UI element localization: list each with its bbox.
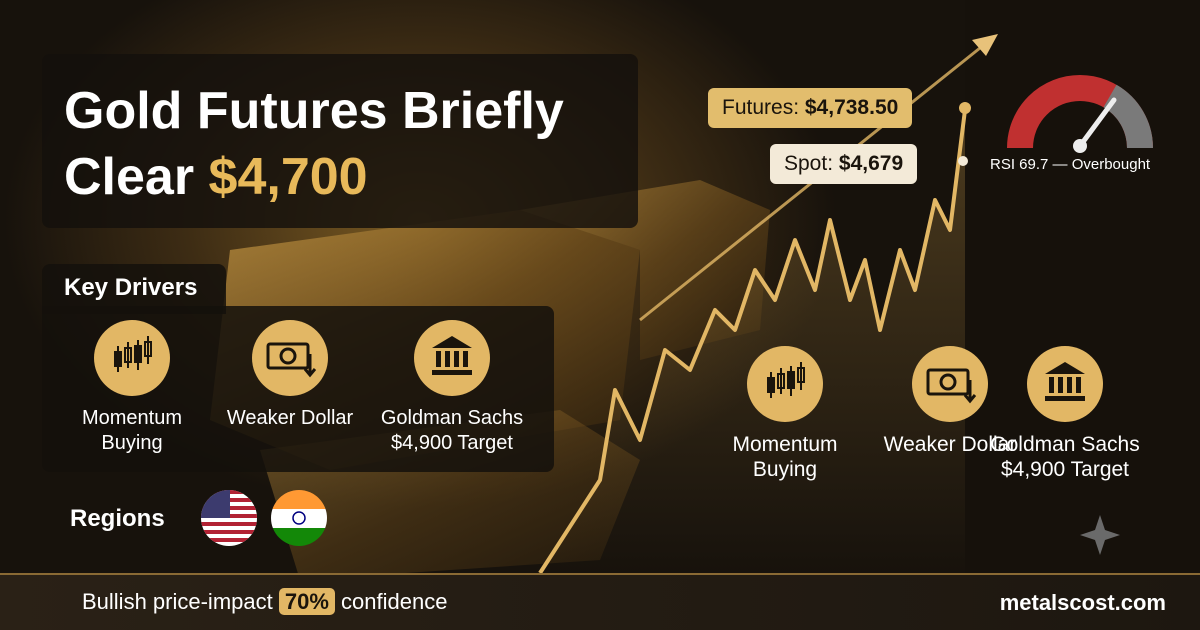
driver: Goldman Sachs $4,900 Target <box>362 320 542 456</box>
drivers-tab <box>42 264 226 314</box>
title: Gold Futures Briefly Clear $4,700 <box>64 78 624 210</box>
rsi-label: RSI 69.7 — Overbought <box>990 156 1151 173</box>
driver-icon <box>414 320 490 396</box>
title-highlight: $4,700 <box>208 148 368 206</box>
sentiment: Bullish price-impact 70% confidence <box>82 588 448 615</box>
driver-icon <box>747 346 823 422</box>
driver: Weaker Dollar <box>860 346 1040 457</box>
title-text: Gold Futures Briefly Clear <box>64 82 564 206</box>
driver: Goldman Sachs $4,900 Target <box>975 346 1155 482</box>
driver-icon <box>1027 346 1103 422</box>
futures-label: Futures: <box>722 96 800 119</box>
driver: Momentum Buying <box>42 320 222 456</box>
driver-icon <box>912 346 988 422</box>
confidence-text: confidence <box>341 589 448 614</box>
footer-bar <box>0 573 1200 630</box>
driver-label: Weaker Dollar <box>226 407 354 429</box>
sentiment-text: Bullish price-impact <box>82 589 273 614</box>
driver-label: Momentum Buying <box>81 407 183 454</box>
spot-label: Spot: <box>784 152 834 175</box>
driver-icon <box>252 320 328 396</box>
futures-pill: Futures: $4,738.50 <box>708 88 913 128</box>
driver-label: Goldman Sachs $4,900 Target <box>380 407 524 454</box>
site-name: metalscost.com <box>999 590 1166 615</box>
futures-value: $4,738.50 <box>804 96 899 119</box>
driver-label: Goldman Sachs $4,900 Target <box>990 433 1140 481</box>
confidence-value: 70% <box>278 588 335 615</box>
driver-label: Weaker Dollar <box>883 433 1017 456</box>
regions-heading: Regions <box>70 505 165 532</box>
spot-value: $4,679 <box>838 152 904 175</box>
driver: Weaker Dollar <box>200 320 380 431</box>
driver-label: Momentum Buying <box>732 433 838 481</box>
spot-pill: Spot: $4,679 <box>770 144 918 184</box>
driver-icon <box>94 320 170 396</box>
title-panel <box>42 54 638 228</box>
driver: Momentum Buying <box>695 346 875 482</box>
drivers-heading: Key Drivers <box>64 274 198 301</box>
